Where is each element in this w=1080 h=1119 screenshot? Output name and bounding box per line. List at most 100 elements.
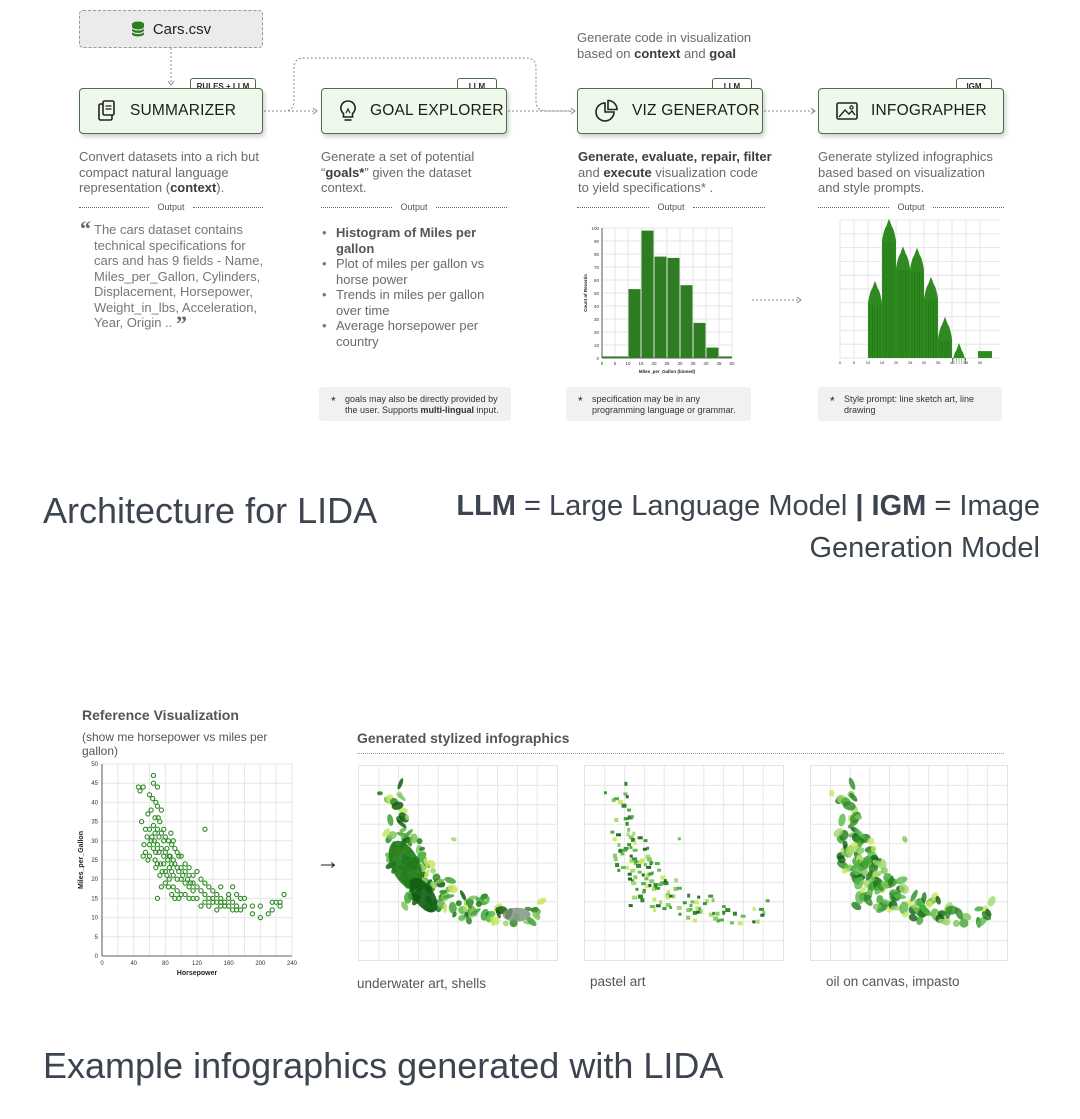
stylized-mark (452, 911, 457, 918)
stylized-mark (669, 894, 675, 898)
viz-generator-box: VIZ GENERATOR (577, 88, 763, 134)
scatter-point (161, 861, 167, 867)
stylized-mark (657, 882, 663, 886)
stylized-mark (614, 818, 619, 823)
stylized-mark (716, 919, 720, 923)
y-tick-label: 10 (594, 343, 600, 348)
y-tick-label: 70 (594, 265, 600, 270)
stylized-mark (614, 797, 620, 801)
scatter-point (140, 853, 146, 859)
stylized-mark (635, 887, 639, 891)
histogram-bar (641, 230, 654, 358)
stylized-mark (430, 867, 437, 874)
stylized-mark (631, 881, 637, 886)
stylized-mark (626, 808, 631, 812)
scatter-point (186, 865, 192, 871)
summary-line: Miles_per_Gallon, Cylinders, (94, 268, 261, 284)
stylized-mark (677, 837, 681, 841)
scatter-point (145, 857, 151, 863)
stylized-mark (618, 799, 624, 804)
output-label: Output (897, 202, 925, 212)
stylized-mark (654, 862, 660, 866)
stylized-mark (637, 836, 643, 840)
stylized-mark (623, 846, 629, 850)
summary-line: Displacement, Horsepower, (94, 284, 253, 299)
stylized-mark (880, 881, 890, 889)
stylized-mark (762, 910, 766, 915)
stylized-mark (702, 902, 707, 906)
stylized-mark (665, 895, 670, 900)
stylized-mark (902, 835, 908, 843)
stylized-mark (669, 906, 673, 910)
scatter-point (154, 784, 161, 790)
x-tick-label: 40 (703, 361, 709, 366)
stylized-mark (470, 908, 481, 916)
scatter-point (194, 868, 200, 875)
scatter-point (156, 849, 162, 855)
scatter-point (182, 861, 188, 867)
stylized-mark (618, 848, 622, 853)
scatter-point (167, 853, 173, 859)
x-tick-label: 80 (162, 961, 169, 967)
y-tick-label: 50 (594, 291, 600, 296)
stylized-mark (696, 910, 702, 914)
stylized-mark (890, 905, 902, 911)
stylized-mark (644, 877, 649, 881)
scatter-point (180, 872, 186, 879)
scatter-point (182, 880, 188, 886)
note-line: the user. Supports multi-lingual input. (345, 404, 499, 415)
scatter-point (214, 891, 220, 898)
y-tick-label: 100 (591, 226, 599, 231)
stylized-mark (937, 918, 949, 925)
stylized-mark (458, 914, 467, 921)
reference-scatter-chart: 0 5 10 15 20 25 30 35 40 45 50 0 40 80 120 160 200 240 Hor… (78, 762, 298, 977)
scatter-point (182, 868, 188, 875)
stylized-mark (665, 903, 671, 908)
x-tick-label: 10 (866, 360, 871, 364)
asterisk: * (331, 394, 336, 408)
stylized-mark (455, 900, 462, 907)
scatter-point (155, 815, 161, 821)
stylized-mark (627, 843, 632, 847)
stylized-mark (628, 835, 634, 840)
stylized-mark (752, 920, 756, 924)
stylized-mark (642, 847, 647, 851)
histogram-grid (601, 227, 733, 359)
stylized-mark (838, 813, 846, 827)
stylized-mark (987, 896, 996, 907)
scatter-point (152, 830, 158, 836)
legend-line1: LLM = Large Language Model | IGM = Image (456, 490, 1040, 522)
x-tick-label: 5 (614, 361, 617, 366)
stylized-mark (855, 814, 863, 820)
scatter-point (153, 849, 159, 855)
transform-arrow: → (316, 848, 340, 875)
scatter-point (154, 841, 161, 848)
pie-chart-icon (595, 99, 618, 122)
stylized-mark (935, 895, 941, 905)
stylized-mark (444, 876, 456, 884)
stylized-mark (475, 901, 482, 908)
stylized-mark (475, 897, 487, 906)
note-line: Style prompt: line sketch art, line (844, 394, 975, 404)
stylized-mark (755, 919, 760, 924)
stylized-mark (862, 894, 873, 906)
stylized-bar (938, 316, 952, 358)
stylized-mark (424, 868, 430, 879)
goal-desc-line1: Generate a set of potential (321, 149, 475, 164)
stylized-mark (870, 845, 877, 853)
scatter-point (257, 903, 263, 909)
scatter-point (178, 865, 184, 871)
info-desc-line2: based based on visualization (818, 164, 985, 180)
scatter-point (194, 895, 200, 902)
stylized-mark (622, 848, 628, 852)
summarizer-title: SUMMARIZER (130, 102, 237, 119)
stylized-mark (623, 817, 629, 821)
stylized-mark (842, 840, 848, 850)
stylized-mark (448, 884, 458, 894)
stylized-mark (955, 907, 964, 920)
scatter-point (202, 880, 208, 886)
scatter-point (178, 853, 184, 859)
scatter-point (249, 911, 256, 917)
scatter-point (182, 891, 188, 898)
